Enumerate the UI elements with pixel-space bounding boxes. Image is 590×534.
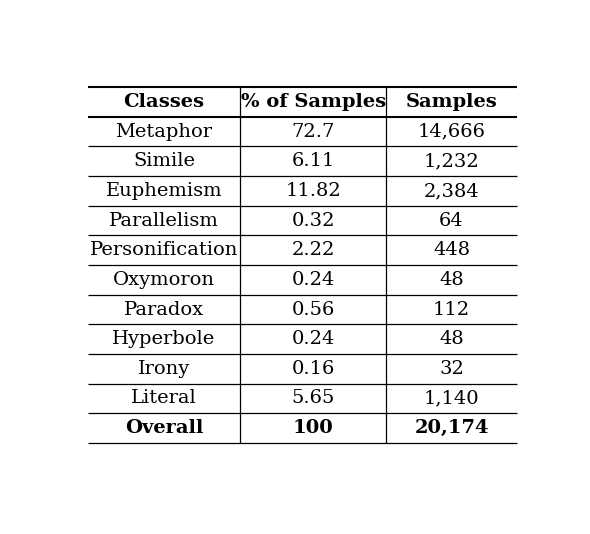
Text: 48: 48 bbox=[439, 271, 464, 289]
Text: 448: 448 bbox=[433, 241, 470, 259]
Text: Hyperbole: Hyperbole bbox=[112, 330, 215, 348]
Text: 0.56: 0.56 bbox=[291, 301, 335, 318]
Text: 0.16: 0.16 bbox=[291, 360, 335, 378]
Text: Simile: Simile bbox=[133, 152, 195, 170]
Text: Oxymoron: Oxymoron bbox=[113, 271, 215, 289]
Text: % of Samples: % of Samples bbox=[241, 93, 386, 111]
Text: Overall: Overall bbox=[124, 419, 203, 437]
Text: Parallelism: Parallelism bbox=[109, 211, 219, 230]
Text: Samples: Samples bbox=[406, 93, 497, 111]
Text: 20,174: 20,174 bbox=[414, 419, 489, 437]
Text: 5.65: 5.65 bbox=[291, 389, 335, 407]
Text: Paradox: Paradox bbox=[124, 301, 204, 318]
Text: 14,666: 14,666 bbox=[418, 123, 486, 140]
Text: 1,232: 1,232 bbox=[424, 152, 480, 170]
Text: Euphemism: Euphemism bbox=[106, 182, 222, 200]
Text: 100: 100 bbox=[293, 419, 333, 437]
Text: 2,384: 2,384 bbox=[424, 182, 480, 200]
Text: Literal: Literal bbox=[131, 389, 197, 407]
Text: 64: 64 bbox=[439, 211, 464, 230]
Text: Metaphor: Metaphor bbox=[116, 123, 212, 140]
Text: Classes: Classes bbox=[123, 93, 204, 111]
Text: 1,140: 1,140 bbox=[424, 389, 480, 407]
Text: 6.11: 6.11 bbox=[291, 152, 335, 170]
Text: 32: 32 bbox=[439, 360, 464, 378]
Text: Irony: Irony bbox=[138, 360, 190, 378]
Text: 48: 48 bbox=[439, 330, 464, 348]
Text: Personification: Personification bbox=[90, 241, 238, 259]
Text: 0.32: 0.32 bbox=[291, 211, 335, 230]
Text: 112: 112 bbox=[433, 301, 470, 318]
Text: 2.22: 2.22 bbox=[291, 241, 335, 259]
Text: 0.24: 0.24 bbox=[291, 271, 335, 289]
Text: 0.24: 0.24 bbox=[291, 330, 335, 348]
Text: 11.82: 11.82 bbox=[285, 182, 341, 200]
Text: 72.7: 72.7 bbox=[291, 123, 335, 140]
